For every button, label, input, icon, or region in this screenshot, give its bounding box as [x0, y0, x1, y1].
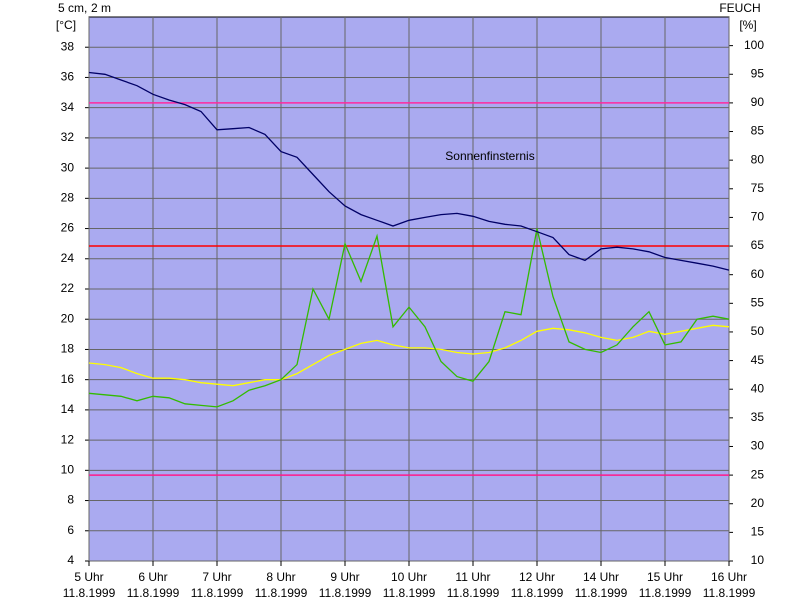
y-tick-label: 6	[67, 523, 74, 537]
y-axis-unit: [°C]	[56, 18, 76, 32]
x-tick-label: 12 Uhr	[519, 570, 555, 584]
x-date-label: 11.8.1999	[255, 586, 308, 600]
y2-tick-label: 25	[751, 467, 765, 481]
y2-tick-label: 20	[751, 496, 765, 510]
y-tick-label: 12	[61, 432, 75, 446]
y2-tick-label: 80	[751, 152, 765, 166]
y-tick-label: 8	[67, 493, 74, 507]
y2-tick-label: 15	[751, 525, 765, 539]
x-date-label: 11.8.1999	[127, 586, 180, 600]
y-tick-label: 22	[61, 281, 75, 295]
y2-tick-label: 100	[744, 38, 764, 52]
x-date-label: 11.8.1999	[639, 586, 692, 600]
x-date-label: 11.8.1999	[575, 586, 628, 600]
y2-tick-label: 50	[751, 324, 765, 338]
y2-tick-label: 90	[751, 95, 765, 109]
y-tick-label: 10	[61, 463, 75, 477]
y2-tick-label: 85	[751, 124, 765, 138]
annotation: Sonnenfinsternis	[445, 149, 534, 163]
x-date-label: 11.8.1999	[511, 586, 564, 600]
y-tick-label: 16	[61, 372, 75, 386]
y2-tick-label: 10	[751, 553, 765, 567]
y2-tick-label: 45	[751, 353, 765, 367]
x-tick-label: 11 Uhr	[455, 570, 490, 584]
y-tick-label: 18	[61, 342, 75, 356]
x-date-label: 11.8.1999	[319, 586, 372, 600]
y-tick-label: 30	[61, 160, 75, 174]
x-tick-label: 7 Uhr	[202, 570, 231, 584]
x-tick-label: 8 Uhr	[266, 570, 295, 584]
legend-separator: ,	[84, 1, 87, 15]
y2-tick-label: 95	[751, 66, 765, 80]
y-tick-label: 28	[61, 191, 75, 205]
y2-tick-label: 75	[751, 181, 765, 195]
y2-tick-label: 40	[751, 381, 765, 395]
x-date-label: 11.8.1999	[191, 586, 244, 600]
y-tick-label: 24	[61, 251, 75, 265]
y-tick-label: 36	[61, 70, 75, 84]
y2-tick-label: 70	[751, 210, 765, 224]
y-tick-label: 4	[67, 553, 74, 567]
x-date-label: 11.8.1999	[63, 586, 116, 600]
data-line	[88, 228, 730, 408]
x-tick-label: 5 Uhr	[74, 570, 103, 584]
data-line	[88, 71, 730, 271]
x-date-label: 11.8.1999	[383, 586, 436, 600]
legend-entry: 2 m	[91, 1, 111, 15]
x-tick-label: 16 Uhr	[711, 570, 747, 584]
y2-tick-label: 35	[751, 410, 765, 424]
y2-axis-unit: [%]	[739, 18, 756, 32]
legend-entry: 5 cm	[58, 1, 84, 15]
x-date-label: 11.8.1999	[703, 586, 756, 600]
x-tick-label: 14 Uhr	[583, 570, 619, 584]
y-tick-label: 32	[61, 130, 75, 144]
y-tick-label: 14	[61, 402, 75, 416]
y2-tick-label: 60	[751, 267, 765, 281]
y-tick-label: 38	[61, 39, 75, 53]
x-date-label: 11.8.1999	[447, 586, 500, 600]
x-tick-label: 15 Uhr	[647, 570, 683, 584]
y2-tick-label: 30	[751, 439, 765, 453]
x-tick-label: 10 Uhr	[391, 570, 427, 584]
y2-tick-label: 55	[751, 295, 765, 309]
y-tick-label: 34	[61, 100, 75, 114]
y-tick-label: 26	[61, 221, 75, 235]
x-tick-label: 9 Uhr	[330, 570, 359, 584]
x-tick-label: 6 Uhr	[138, 570, 167, 584]
y2-axis-title: FEUCH	[719, 1, 760, 15]
y-tick-label: 20	[61, 311, 75, 325]
y2-tick-label: 65	[751, 238, 765, 252]
